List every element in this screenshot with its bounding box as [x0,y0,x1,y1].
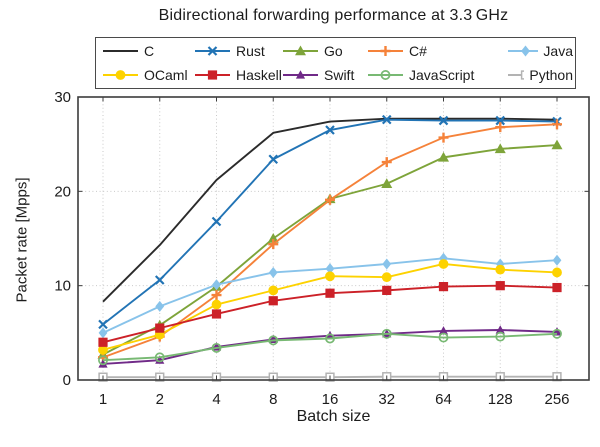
legend-label-haskell: Haskell [236,67,282,83]
legend: C Rust Go C# Java OCaml Haskell Swift JavaScript… [95,37,576,89]
legend-marker-go-icon [283,45,318,56]
x-tick-label: 8 [269,391,277,408]
legend-label-swift: Swift [324,67,355,83]
y-tick-label: 20 [54,183,71,200]
legend-label-ocaml: OCaml [144,67,188,83]
series-rust [98,114,562,330]
x-tick-label: 256 [544,391,569,408]
legend-item-java: Java [507,43,573,59]
legend-label-rust: Rust [236,43,265,59]
legend-label-c-sharp: C# [409,43,427,59]
legend-marker-ocaml-icon [103,70,138,80]
legend-item-rust: Rust [194,43,282,59]
y-tick-label: 0 [63,372,71,389]
legend-label-javascript: JavaScript [409,67,475,83]
x-tick-label: 32 [378,391,395,408]
legend-label-go: Go [324,43,343,59]
x-tick-label: 64 [435,391,452,408]
legend-marker-c-sharp-icon [368,46,403,56]
x-tick-label: 1 [99,391,107,408]
legend-item-python: Python [507,67,573,83]
legend-item-haskell: Haskell [194,67,282,83]
legend-item-javascript: JavaScript [367,67,507,83]
x-tick-label: 16 [322,391,339,408]
legend-label-python: Python [529,67,573,83]
x-tick-label: 4 [212,391,220,408]
x-axis-label: Batch size [296,408,371,425]
legend-item-c: C [102,43,194,59]
y-tick-label: 30 [54,89,71,106]
legend-marker-rust-icon [195,46,230,56]
legend-marker-java-icon [508,45,539,57]
legend-marker-c-icon [103,50,138,52]
legend-marker-javascript-icon [368,70,403,80]
legend-marker-haskell-icon [195,70,230,80]
legend-label-java: Java [543,43,573,59]
series-javascript [98,328,562,366]
legend-item-ocaml: OCaml [102,67,194,83]
x-tick-label: 2 [156,391,164,408]
series-java [98,252,562,339]
plot-frame [77,96,590,381]
legend-item-go: Go [282,43,367,59]
chart-title: Bidirectional forwarding performance at … [158,7,509,24]
x-tick-label: 128 [488,391,513,408]
legend-item-swift: Swift [282,67,367,83]
legend-item-c-sharp: C# [367,43,507,59]
legend-marker-python-icon [508,70,525,80]
series-c [102,117,558,303]
y-axis-label: Packet rate [Mpps] [13,177,31,303]
legend-label-c: C [144,43,155,59]
legend-marker-swift-icon [283,70,318,79]
series-haskell [98,281,562,347]
y-tick-label: 10 [54,278,71,295]
series-ocaml [98,259,562,355]
